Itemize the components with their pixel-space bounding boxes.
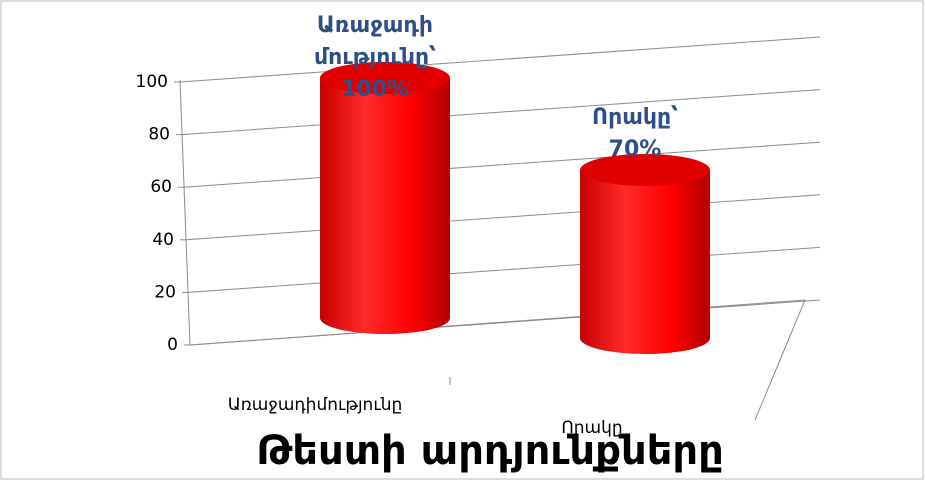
grid-line xyxy=(183,141,821,188)
x-tick-label: Առաջադիմությունը xyxy=(228,395,403,415)
y-tick-label: 0 xyxy=(167,335,178,355)
bar-top xyxy=(320,62,450,94)
x-tick-label: Որակը xyxy=(561,418,622,438)
grid-line xyxy=(179,36,821,83)
value-label-line: Որակը՝ xyxy=(592,105,678,130)
value-label-line: 70% xyxy=(609,137,662,162)
grid-line xyxy=(187,246,821,293)
bar xyxy=(580,170,710,354)
value-label: Առաջադի մությունը՝ 100% xyxy=(314,13,436,102)
bar-top xyxy=(580,154,710,186)
grid-line xyxy=(189,299,821,346)
bar xyxy=(320,78,450,334)
y-tick-label: 60 xyxy=(150,177,172,197)
grid-line xyxy=(185,194,821,241)
value-label-line: մությունը՝ xyxy=(314,45,436,70)
y-tick-label: 20 xyxy=(154,282,176,302)
y-axis xyxy=(179,79,191,346)
value-label-line: Առաջադի xyxy=(317,13,433,38)
y-tick-label: 40 xyxy=(152,230,174,250)
value-label: Որակը՝ 70% xyxy=(592,105,678,162)
y-tick-label: 80 xyxy=(148,125,170,145)
y-tick-label: 100 xyxy=(136,72,168,92)
chart-title: Թեստի արդյունքները xyxy=(256,428,724,474)
grid-line xyxy=(181,89,821,136)
value-label-line: 100% xyxy=(341,77,409,102)
